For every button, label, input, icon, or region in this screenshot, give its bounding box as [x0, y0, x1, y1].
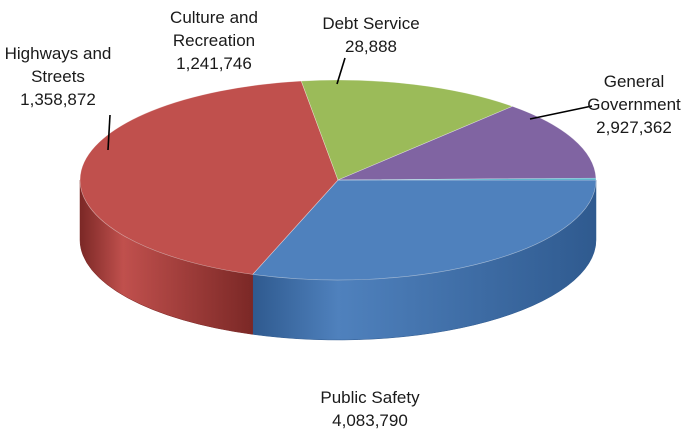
slice-value-label: 4,083,790 — [332, 411, 408, 430]
slice-category-label: Public Safety — [320, 388, 420, 407]
slice-label-highways-and-streets: Highways and Streets 1,358,872 — [5, 44, 112, 109]
slice-label-debt-service: Debt Service 28,888 — [322, 14, 419, 56]
slice-category-label: Highways and — [5, 44, 112, 63]
leader-line-general-government — [529, 105, 593, 120]
slice-labels: General Government 2,927,362 Public Safety 4… — [5, 8, 681, 430]
leader-lines — [107, 57, 593, 151]
slice-category-label: Culture and — [170, 8, 258, 27]
pie-slice-general-government — [252, 179, 597, 281]
pie-slice-highways-and-streets — [300, 79, 514, 181]
slice-value-label: 1,358,872 — [20, 90, 96, 109]
slice-value-label: 1,241,746 — [176, 54, 252, 73]
slice-category-label: Recreation — [173, 31, 255, 50]
pie-slice-culture-and-recreation — [337, 106, 597, 181]
pie-slice-public-safety — [79, 80, 339, 275]
slice-label-public-safety: Public Safety 4,083,790 — [320, 388, 420, 430]
slice-category-label: Government — [587, 95, 681, 114]
pie-slices — [79, 79, 597, 281]
slice-value-label: 2,927,362 — [596, 118, 672, 137]
slice-label-general-government: General Government 2,927,362 — [587, 72, 681, 137]
leader-line-debt-service — [336, 57, 346, 85]
slice-category-label: Debt Service — [322, 14, 419, 33]
slice-label-culture-and-recreation: Culture and Recreation 1,241,746 — [170, 8, 258, 73]
pie-slice-debt-service — [337, 177, 597, 181]
slice-category-label: Streets — [31, 67, 85, 86]
slice-category-label: General — [604, 72, 664, 91]
leader-line-highways-and-streets — [107, 114, 111, 151]
slice-value-label: 28,888 — [345, 37, 397, 56]
